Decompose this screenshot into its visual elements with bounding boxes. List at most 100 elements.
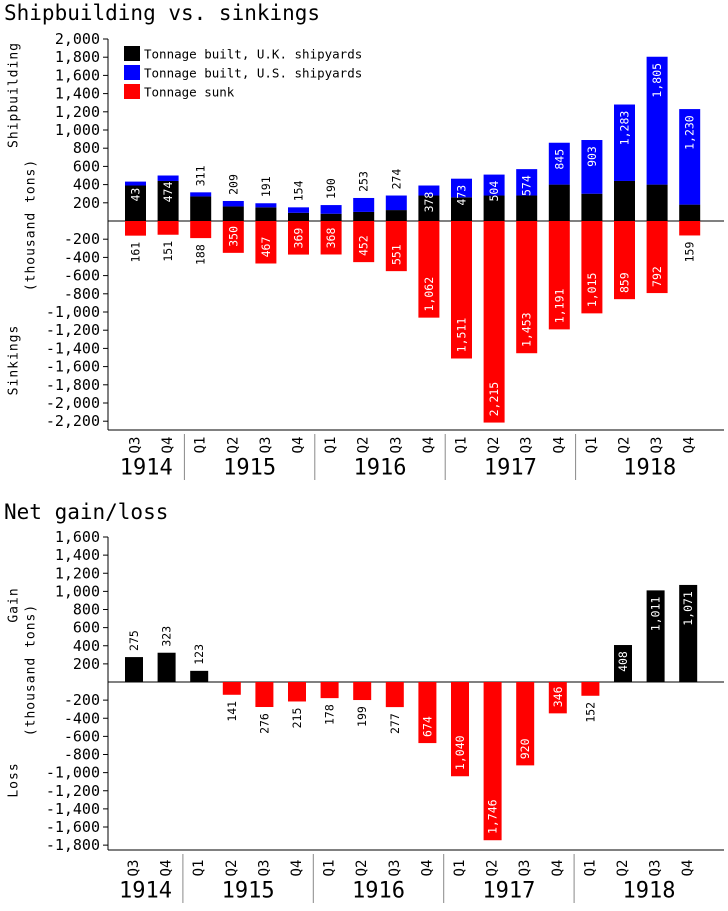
net-value-label: 199 — [355, 706, 369, 727]
y-tick-label: -200 — [64, 691, 100, 709]
quarter-label: Q4 — [682, 437, 698, 454]
year-label: 1916 — [354, 456, 407, 481]
y-tick-label: 1,400 — [55, 85, 100, 103]
quarter-label: Q3 — [388, 437, 404, 454]
sunk-bar — [385, 221, 407, 272]
quarter-label: Q2 — [615, 860, 631, 877]
gain-bar — [614, 645, 632, 682]
built-total-label: 473 — [455, 185, 469, 206]
built-total-label: 209 — [226, 174, 240, 195]
y-tick-label: 800 — [73, 139, 100, 157]
y-tick-label: -400 — [64, 709, 100, 727]
quarter-label: Q1 — [323, 437, 339, 454]
chart-title: Net gain/loss — [4, 500, 168, 524]
net-value-label: 920 — [518, 738, 532, 759]
sunk-label: 159 — [683, 242, 697, 263]
y-axis-label-top: Shipbuilding — [7, 42, 22, 148]
uk-built-bar — [222, 206, 244, 221]
loss-bar — [581, 682, 600, 696]
y-tick-label: -1,600 — [46, 818, 100, 836]
y-tick-label: -1,000 — [46, 303, 100, 321]
quarter-label: Q3 — [126, 860, 142, 877]
sunk-bar — [548, 221, 570, 330]
us-built-bar — [288, 207, 309, 213]
sunk-label: 859 — [618, 272, 632, 293]
built-total-label: 191 — [259, 176, 273, 197]
built-total-label: 154 — [292, 180, 306, 201]
chart-svg: Shipbuilding vs. sinkings -2,200-2,000-1… — [4, 1, 724, 481]
net-value-label: 674 — [420, 716, 434, 737]
sunk-label: 452 — [357, 235, 371, 256]
net-value-label: 275 — [127, 630, 141, 651]
uk-built-bar — [157, 180, 179, 221]
year-label: 1917 — [484, 456, 537, 481]
legend-swatch — [124, 46, 140, 61]
net-gain-loss-chart: Net gain/loss -1,800 -1,600 -1,400 -1,200 -1… — [0, 495, 728, 907]
sunk-bar — [646, 221, 668, 294]
quarter-label: Q3 — [649, 437, 665, 454]
loss-bar — [548, 682, 567, 714]
gain-bar — [190, 670, 209, 682]
legend-label: Tonnage built, U.S. shipyards — [144, 66, 362, 81]
sunk-label: 188 — [194, 244, 208, 265]
quarter-label: Q4 — [551, 437, 567, 454]
y-tick-label: 200 — [73, 655, 100, 673]
y-tick-label: 400 — [73, 176, 100, 194]
quarter-label: Q2 — [354, 860, 370, 877]
sunk-label: 151 — [161, 241, 175, 262]
y-tick-label: 1,200 — [55, 564, 100, 582]
us-built-bar — [451, 178, 472, 198]
sunk-label: 1,015 — [585, 273, 599, 308]
net-value-label: 1,011 — [649, 596, 663, 631]
quarter-label: Q1 — [582, 860, 598, 877]
net-value-label: 1,071 — [681, 591, 695, 626]
net-value-label: 346 — [551, 686, 565, 707]
year-label: 1918 — [623, 879, 676, 904]
quarter-label: Q4 — [550, 860, 566, 877]
sunk-bar — [418, 221, 440, 318]
built-total-label: 504 — [487, 181, 501, 202]
uk-built-bar — [548, 184, 570, 221]
us-built-bar — [255, 203, 277, 208]
quarter-label: Q1 — [584, 437, 600, 454]
us-built-bar — [581, 140, 603, 194]
us-built-bar — [353, 197, 375, 212]
quarter-label: Q4 — [419, 860, 435, 877]
quarter-label: Q3 — [387, 860, 403, 877]
y-tick-label: 600 — [73, 157, 100, 175]
y-tick-label: -1,000 — [46, 764, 100, 782]
loss-bar — [451, 682, 469, 777]
sunk-label: 368 — [324, 228, 338, 249]
us-built-bar — [679, 109, 701, 205]
y-tick-label: 600 — [73, 619, 100, 637]
us-built-bar — [516, 169, 538, 196]
year-label: 1917 — [482, 879, 535, 904]
quarter-label: Q4 — [159, 860, 175, 877]
us-built-bar — [646, 56, 668, 185]
quarter-label: Q3 — [128, 437, 144, 454]
y-tick-label: -200 — [64, 230, 100, 248]
loss-bar — [353, 682, 372, 701]
loss-bar — [320, 682, 339, 699]
sunk-label: 1,191 — [552, 288, 566, 323]
year-label: 1916 — [352, 879, 405, 904]
sunk-bar — [288, 221, 309, 255]
us-built-bar — [190, 192, 212, 197]
sunk-bar — [614, 221, 635, 300]
y-axis-label-bottom: Loss — [7, 762, 22, 797]
quarter-label: Q1 — [454, 437, 470, 454]
quarter-label: Q3 — [256, 860, 272, 877]
year-label: 1914 — [119, 879, 172, 904]
legend-label: Tonnage built, U.K. shipyards — [144, 47, 362, 62]
y-tick-label: -800 — [64, 746, 100, 764]
y-tick-label: -1,800 — [46, 376, 100, 394]
y-tick-label: 800 — [73, 601, 100, 619]
net-value-label: 1,746 — [486, 799, 500, 834]
net-value-label: 141 — [225, 701, 239, 722]
us-built-bar — [157, 175, 179, 181]
us-built-bar — [222, 200, 244, 207]
quarter-label: Q1 — [191, 860, 207, 877]
built-total-label: 845 — [552, 149, 566, 170]
y-tick-label: 1,800 — [55, 48, 100, 66]
built-total-label: 1,230 — [683, 115, 697, 150]
